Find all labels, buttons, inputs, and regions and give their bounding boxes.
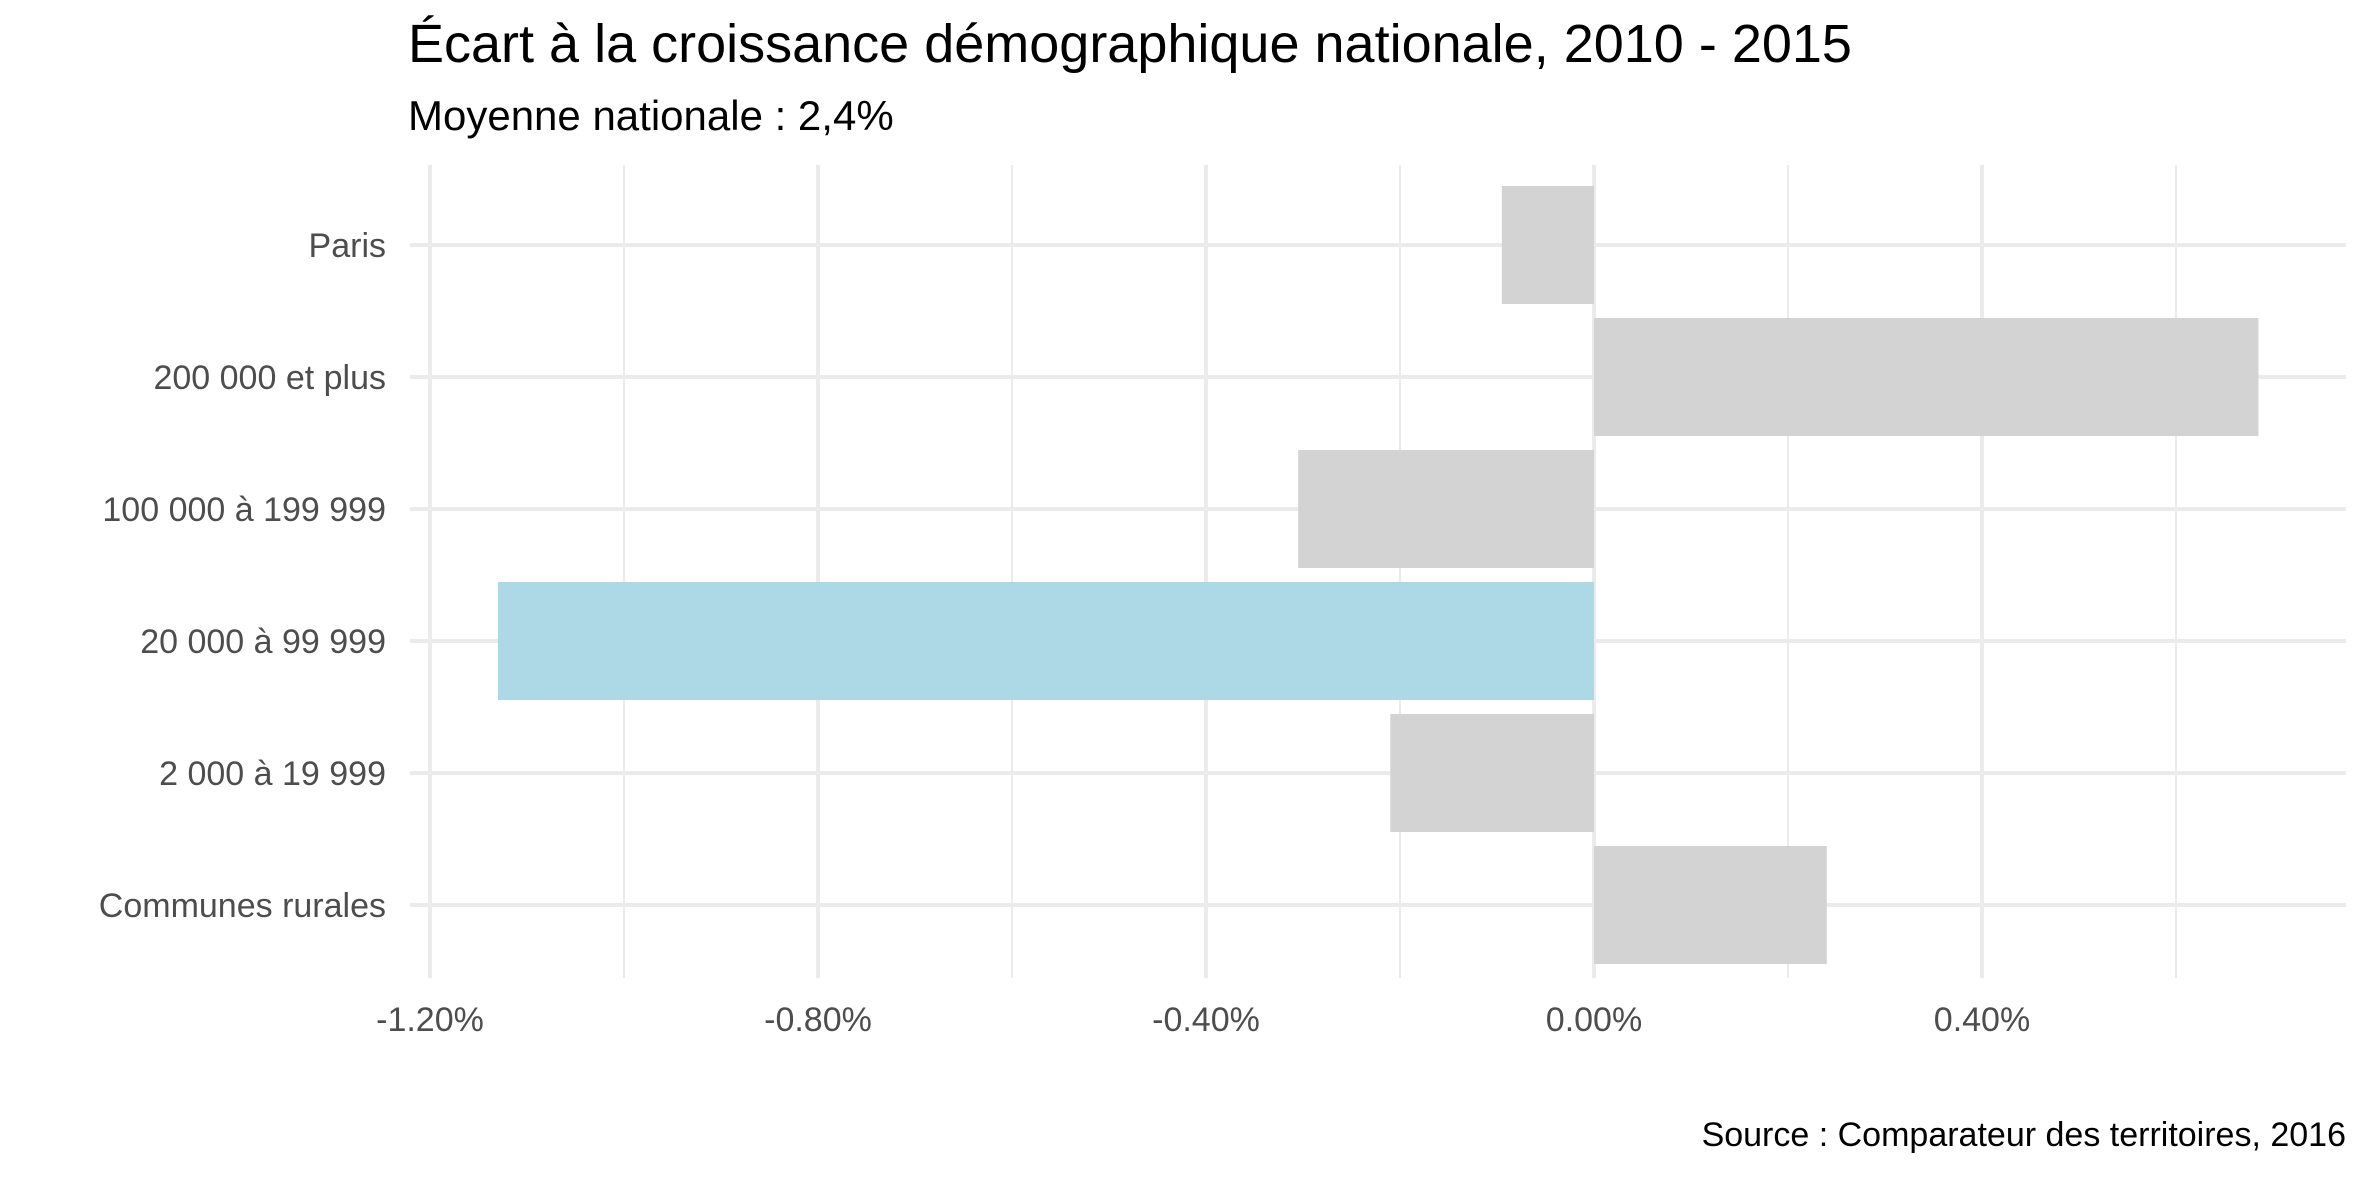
chart-caption: Source : Comparateur des territoires, 20… [1702,1116,2346,1154]
bars [497,186,2259,964]
chart-subtitle: Moyenne nationale : 2,4% [408,92,894,139]
x-tick-label: 0.40% [1934,1001,2030,1039]
bar [1298,450,1594,568]
y-tick-label: 100 000 à 199 999 [102,491,386,529]
x-tick-label: -1.20% [376,1001,484,1039]
x-tick-label: -0.40% [1152,1001,1260,1039]
y-tick-label: 200 000 et plus [153,359,386,397]
y-tick-label: Paris [309,227,386,265]
y-axis-labels: Paris 200 000 et plus 100 000 à 199 999 20 … [99,227,386,925]
y-tick-label: 2 000 à 19 999 [159,755,386,793]
bar [1390,714,1594,832]
bar [497,582,1594,700]
x-axis-labels: -1.20% -0.80% -0.40% 0.00% 0.40% [376,1001,2030,1039]
bar [1501,186,1594,304]
gridlines [410,165,2346,978]
y-tick-label: Communes rurales [99,887,386,925]
bar [1594,846,1827,964]
chart-title: Écart à la croissance démographique nati… [408,14,1852,74]
bar [1594,318,2259,436]
x-tick-label: -0.80% [764,1001,872,1039]
y-tick-label: 20 000 à 99 999 [140,623,386,661]
x-tick-label: 0.00% [1546,1001,1642,1039]
